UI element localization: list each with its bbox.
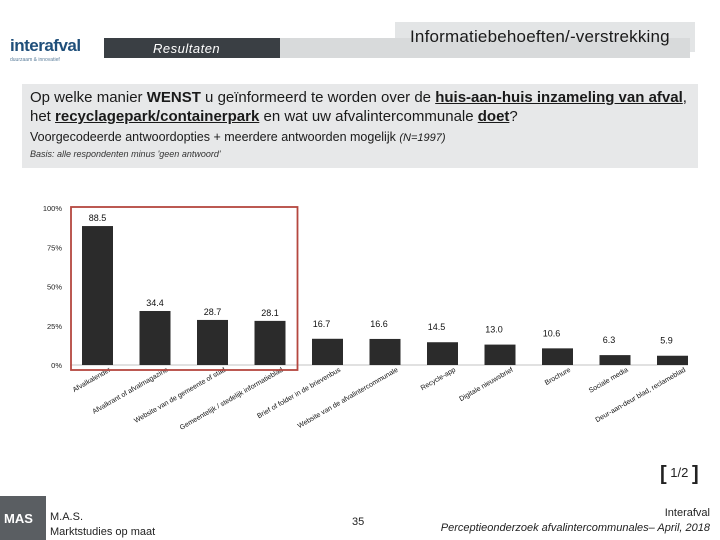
interafval-logo: interafval duurzaam & innovatief <box>10 36 100 70</box>
y-tick-label: 75% <box>47 243 62 252</box>
category-label: Website van de gemeente of stad <box>133 367 227 425</box>
bar <box>197 319 228 365</box>
y-tick-label: 0% <box>51 361 62 370</box>
value-label: 34.4 <box>146 298 164 308</box>
bar <box>139 310 171 365</box>
question-box <box>22 84 698 168</box>
value-label: 16.7 <box>313 319 331 329</box>
page-title: Informatiebehoeften/-verstrekking <box>410 27 670 46</box>
category-label: Website van de afvalintercommunale <box>297 367 400 430</box>
value-label: 5.9 <box>660 336 673 346</box>
bar <box>657 355 688 365</box>
bar <box>254 320 286 365</box>
page-number: 35 <box>352 516 365 528</box>
mas-logo: MAS <box>0 496 46 540</box>
section-band <box>104 38 280 58</box>
bar <box>312 338 343 365</box>
bar-chart: 0% 25% 50% 75% 100% 88.5 34.4 28.7 28.1 16.7 16.6… <box>43 204 688 432</box>
header-band <box>280 38 690 58</box>
value-label: 13.0 <box>485 325 503 335</box>
value-label: 10.6 <box>543 328 561 338</box>
footer-organization: M.A.S. Marktstudies op maat <box>50 511 156 538</box>
logo-tagline: duurzaam & innovatief <box>10 57 60 63</box>
y-tick-label: 25% <box>47 322 62 331</box>
bar <box>484 344 516 365</box>
category-label: Digitale nieuwsbrief <box>458 367 514 403</box>
footer <box>0 490 720 540</box>
value-label: 88.5 <box>89 213 107 223</box>
page-indicator: [ 1/2 ] <box>660 463 699 485</box>
bar <box>427 342 458 365</box>
value-label: 6.3 <box>603 335 616 345</box>
highlight-box <box>70 206 299 371</box>
bar <box>82 226 113 365</box>
sample-size: (N=1997) <box>399 132 446 144</box>
logo-wordmark: interafval <box>10 36 81 55</box>
value-label: 28.7 <box>204 307 222 317</box>
value-label: 28.1 <box>261 308 279 318</box>
section-label: Resultaten <box>153 41 221 56</box>
y-tick-label: 50% <box>47 283 62 292</box>
category-label: Brochure <box>544 367 572 387</box>
category-label: Sociale media <box>588 367 630 395</box>
bar <box>369 338 401 365</box>
category-label: Gemeentelijk / stedelijk informatieblad <box>179 367 285 432</box>
answer-options-note: Voorgecodeerde antwoordopties + meerdere… <box>30 130 446 144</box>
survey-question: Op welke manier WENST u geïnformeerd te … <box>30 89 687 125</box>
y-tick-label: 100% <box>43 204 63 213</box>
category-label: Deur-aan-deur blad, reclameblad <box>595 367 688 424</box>
footer-report-info: Interafval Perceptieonderzoek afvalinter… <box>440 507 710 534</box>
bar <box>542 348 573 365</box>
category-label: Recycle-app <box>420 367 457 393</box>
basis-note: Basis: alle respondenten minus 'geen ant… <box>30 149 221 159</box>
bar <box>599 355 631 365</box>
value-label: 14.5 <box>428 322 446 332</box>
value-label: 16.6 <box>370 319 388 329</box>
